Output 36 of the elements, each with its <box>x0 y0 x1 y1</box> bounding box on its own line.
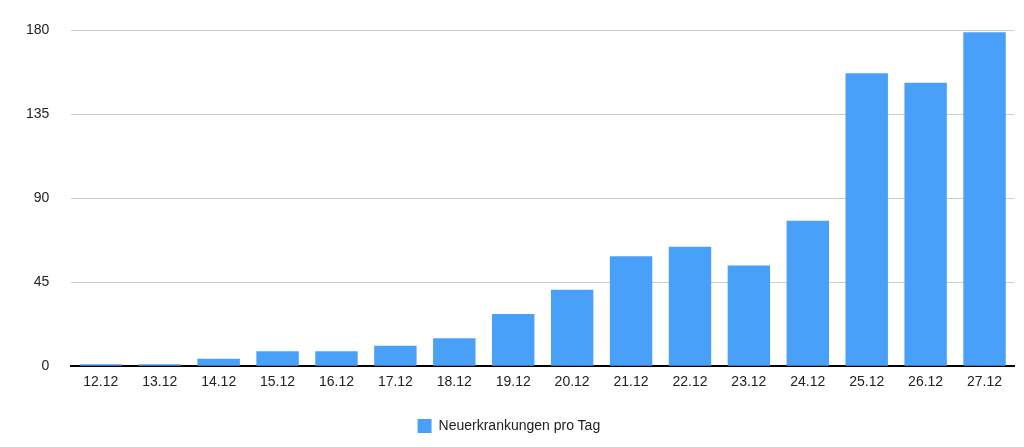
bar <box>786 220 830 366</box>
y-tick-label: 180 <box>26 21 50 38</box>
x-tick-label: 22.12 <box>672 373 708 390</box>
bar <box>433 338 476 366</box>
bar <box>197 358 240 366</box>
x-tick-label: 18.12 <box>436 373 473 390</box>
x-tick-label: 12.12 <box>83 373 119 390</box>
x-tick-label: 13.12 <box>142 373 178 390</box>
bar <box>492 313 535 366</box>
bar <box>609 256 653 366</box>
x-tick-label: 21.12 <box>613 373 649 390</box>
x-tick-label: 25.12 <box>849 373 885 390</box>
y-tick-label: 45 <box>33 273 50 290</box>
bar <box>963 32 1006 366</box>
bar <box>727 265 771 366</box>
x-tick-label: 14.12 <box>201 373 237 390</box>
bar <box>256 351 299 366</box>
bar <box>904 82 947 366</box>
x-tick-label: 15.12 <box>260 373 296 390</box>
y-tick-label: 0 <box>41 357 50 374</box>
x-tick-label: 20.12 <box>554 373 590 390</box>
y-tick-label: 135 <box>26 105 50 122</box>
x-tick-label: 27.12 <box>967 373 1003 390</box>
x-tick-label: 17.12 <box>377 373 414 390</box>
x-tick-label: 16.12 <box>318 373 355 390</box>
legend-label: Neuerkrankungen pro Tag <box>438 416 601 433</box>
bar <box>550 289 594 366</box>
x-tick-label: 24.12 <box>790 373 826 390</box>
bar <box>315 351 358 366</box>
bar <box>845 73 888 366</box>
bar <box>668 246 712 366</box>
x-tick-label: 19.12 <box>495 373 531 390</box>
x-tick-label: 26.12 <box>908 373 944 390</box>
y-tick-label: 90 <box>33 189 50 206</box>
bar <box>374 345 417 366</box>
x-tick-label: 23.12 <box>731 373 767 390</box>
